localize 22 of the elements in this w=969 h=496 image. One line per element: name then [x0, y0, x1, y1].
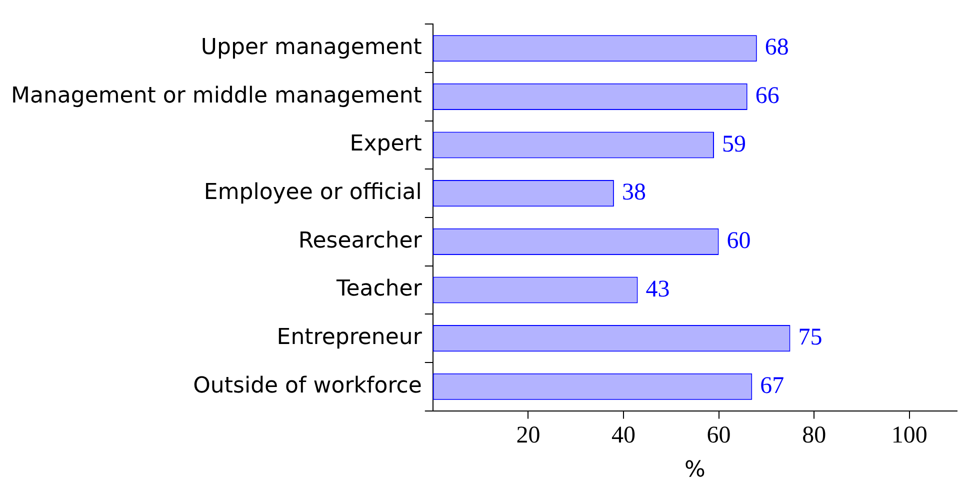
data-label: 38 — [622, 180, 646, 206]
y-tick-label: Outside of workforce — [193, 373, 422, 398]
data-label: 75 — [798, 324, 822, 351]
x-tick-label: 100 — [891, 422, 928, 448]
y-tick-label: Expert — [350, 132, 422, 157]
y-tick-label: Researcher — [298, 228, 423, 254]
y-tick-label: Entrepreneur — [276, 325, 423, 350]
x-axis-title: % — [684, 458, 706, 483]
y-tick-label: Employee or official — [204, 180, 422, 206]
data-label: 60 — [726, 228, 751, 254]
data-label: 67 — [760, 372, 784, 399]
data-label: 59 — [722, 131, 746, 158]
x-tick-label: 40 — [611, 422, 636, 448]
data-label: 66 — [755, 82, 780, 109]
y-tick-label: Teacher — [336, 276, 423, 302]
data-label: 68 — [764, 34, 789, 61]
x-tick-label: 60 — [706, 422, 731, 448]
y-tick-label: Management or middle management — [10, 83, 422, 108]
data-label: 43 — [646, 276, 670, 302]
y-tick-label: Upper management — [200, 35, 422, 60]
x-tick-label: 20 — [516, 422, 540, 448]
x-tick-label: 80 — [802, 422, 826, 448]
